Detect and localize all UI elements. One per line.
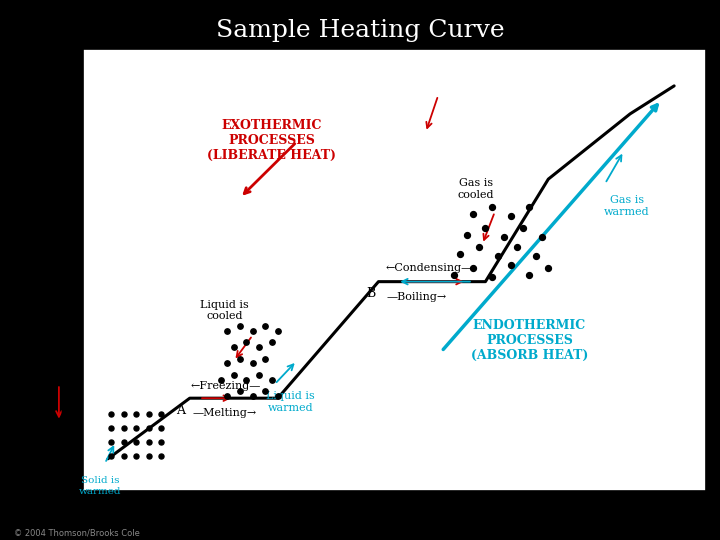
Point [105, 424, 117, 433]
Text: EXOTHERMIC
PROCESSES
(LIBERATE HEAT): EXOTHERMIC PROCESSES (LIBERATE HEAT) [207, 118, 336, 161]
Point [234, 322, 246, 330]
Text: Sample Heating Curve: Sample Heating Curve [216, 19, 504, 42]
Point [272, 392, 284, 400]
Point [240, 375, 252, 384]
Point [505, 261, 516, 269]
Point [156, 452, 167, 461]
Point [449, 271, 460, 279]
Point [240, 338, 252, 347]
Text: Solid is
cooled: Solid is cooled [11, 293, 49, 312]
Text: © 2004 Thomson/Brooks Cole: © 2004 Thomson/Brooks Cole [14, 528, 140, 537]
Point [518, 224, 529, 232]
Point [492, 252, 504, 260]
Point [228, 342, 240, 351]
Point [118, 410, 130, 419]
Point [454, 249, 466, 258]
Text: Liquid is
cooled: Liquid is cooled [200, 300, 248, 321]
Point [105, 452, 117, 461]
Point [523, 271, 535, 279]
Point [130, 424, 142, 433]
Point [272, 326, 284, 335]
Point [222, 326, 233, 335]
Point [247, 359, 258, 368]
Point [461, 231, 472, 239]
Text: ←Freezing—: ←Freezing— [191, 381, 261, 391]
Point [523, 202, 535, 211]
Point [467, 264, 479, 272]
Point [156, 410, 167, 419]
Point [222, 359, 233, 368]
Point [259, 387, 271, 395]
Point [253, 370, 265, 379]
Point [130, 410, 142, 419]
Point [234, 387, 246, 395]
Point [511, 242, 523, 251]
Point [143, 438, 155, 447]
Point [118, 452, 130, 461]
Point [247, 326, 258, 335]
Text: B: B [366, 287, 375, 300]
Text: ENDOTHERMIC
PROCESSES
(ABSORB HEAT): ENDOTHERMIC PROCESSES (ABSORB HEAT) [471, 319, 588, 362]
X-axis label: Heat added  →: Heat added → [343, 500, 446, 514]
Point [467, 210, 479, 218]
Text: —Boiling→: —Boiling→ [386, 292, 446, 302]
Point [259, 354, 271, 363]
Point [143, 410, 155, 419]
Point [543, 264, 554, 272]
Point [105, 438, 117, 447]
Point [486, 273, 498, 281]
Point [143, 452, 155, 461]
Point [498, 233, 510, 242]
Point [222, 392, 233, 400]
Text: Liquid is
warmed: Liquid is warmed [266, 391, 315, 413]
Text: Temperature: Temperature [12, 229, 24, 311]
Point [530, 252, 541, 260]
Text: Gas is
warmed: Gas is warmed [604, 195, 649, 217]
Point [118, 424, 130, 433]
Text: Solid is
warmed: Solid is warmed [79, 476, 122, 496]
Point [228, 370, 240, 379]
Point [118, 438, 130, 447]
Text: A: A [176, 404, 185, 417]
Point [234, 354, 246, 363]
Point [266, 338, 277, 347]
Text: ←Condensing—: ←Condensing— [386, 264, 473, 273]
Point [536, 233, 548, 242]
Text: —Melting→: —Melting→ [193, 408, 257, 418]
Point [130, 438, 142, 447]
Point [473, 242, 485, 251]
Point [505, 212, 516, 221]
Point [486, 202, 498, 211]
Text: Gas is
cooled: Gas is cooled [458, 179, 494, 200]
Point [215, 375, 227, 384]
Point [480, 224, 491, 232]
Point [259, 322, 271, 330]
Point [143, 424, 155, 433]
Point [130, 452, 142, 461]
Point [156, 424, 167, 433]
Point [247, 392, 258, 400]
Point [266, 375, 277, 384]
Point [156, 438, 167, 447]
Point [105, 410, 117, 419]
Point [253, 342, 265, 351]
